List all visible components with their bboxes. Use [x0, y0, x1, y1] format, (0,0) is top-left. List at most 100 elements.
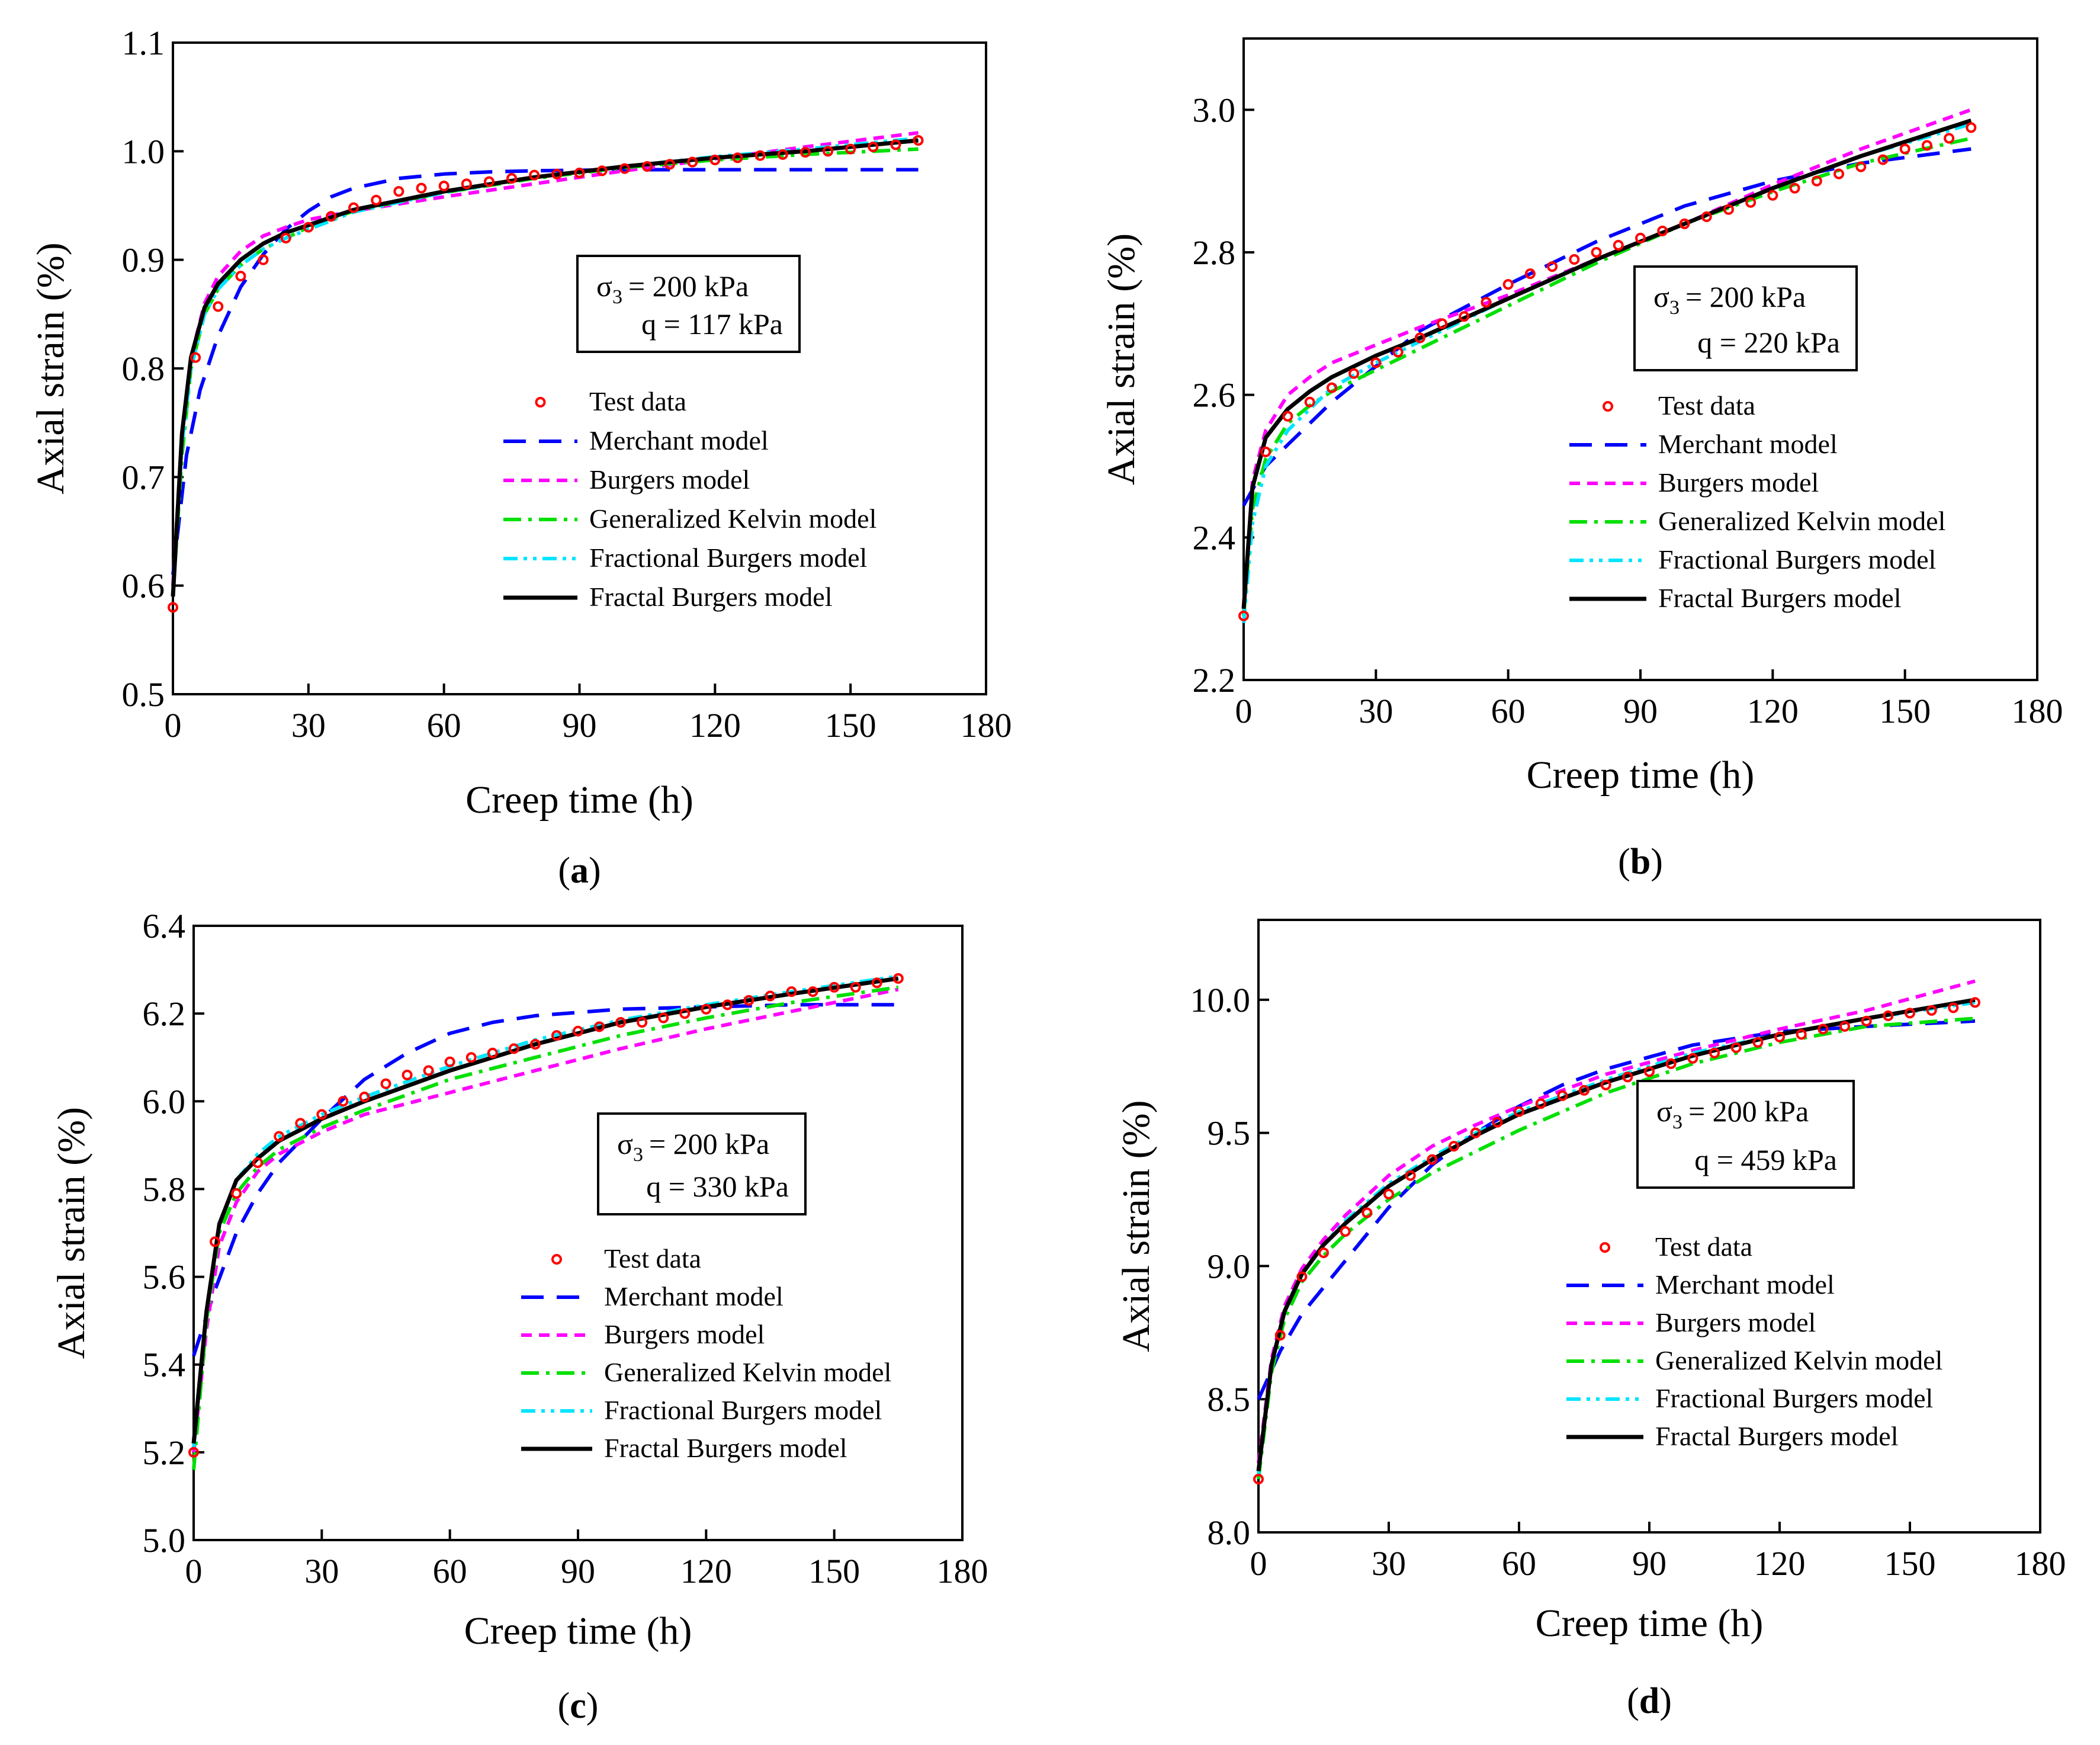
series-line-fractal-burgers-model	[1241, 118, 1972, 609]
test-data-point	[393, 186, 404, 197]
test-data-point	[1492, 1117, 1503, 1128]
test-data-point	[506, 173, 518, 184]
test-data-point	[338, 1096, 349, 1107]
test-data-point	[1905, 1008, 1915, 1019]
legend: Test data Merchant model Burgers model Gene…	[521, 1243, 891, 1463]
x-tick-label: 0	[185, 1552, 203, 1590]
test-data-point	[1459, 311, 1470, 322]
test-data-point	[1340, 1226, 1351, 1237]
test-data-point	[574, 168, 585, 178]
test-data-point	[1944, 133, 1955, 144]
test-data-point	[573, 1025, 583, 1037]
test-data-point	[1579, 1085, 1590, 1096]
test-data-point	[551, 168, 563, 179]
y-tick-label: 9.0	[1208, 1247, 1251, 1285]
test-data-point	[641, 161, 653, 172]
chart-panel-b: 0 30 60 90 120 150 180 2.2 2.4 2.6 2.8 3.0 Creep tim…	[1100, 37, 2063, 882]
y-tick-label: 5.2	[143, 1433, 186, 1472]
panel-label: (c)	[558, 1686, 599, 1726]
test-data-point	[402, 1069, 413, 1080]
test-data-point	[890, 139, 901, 150]
y-tick-label: 6.0	[143, 1082, 186, 1121]
test-data-point	[1547, 261, 1558, 272]
y-tick-label: 1.0	[122, 132, 165, 171]
series-line-fractal-burgers-model	[191, 976, 899, 1444]
y-tick-label: 5.6	[143, 1258, 186, 1297]
y-tick-label: 5.8	[143, 1170, 186, 1208]
test-data-point	[615, 1016, 627, 1028]
test-data-point	[1274, 1330, 1286, 1341]
panel-label-letter: c	[570, 1686, 586, 1726]
test-data-point	[1665, 1058, 1677, 1069]
chart-panel-c: 0 30 60 90 120 150 180 5.0 5.2 5.4 5.6 5.8 6.0 6.2 6.4…	[50, 907, 988, 1726]
test-data-point	[687, 156, 698, 168]
test-data-point	[1318, 1247, 1329, 1258]
test-data-point	[1767, 190, 1778, 201]
confining-pressure-text: σ3 = 200 kPa	[596, 270, 749, 308]
legend-label: Fractal Burgers model	[1658, 583, 1902, 613]
y-tick-label: 5.0	[143, 1521, 186, 1560]
test-data-point	[786, 986, 797, 997]
y-tick-label: 2.8	[1193, 233, 1236, 272]
condition-box	[1633, 265, 1858, 371]
x-tick-label: 60	[1491, 692, 1526, 730]
test-data-point	[1449, 1141, 1459, 1152]
series-line-merchant-model	[1242, 147, 1971, 506]
test-data-point	[619, 163, 630, 174]
confining-pressure-text: σ3 = 200 kPa	[1653, 280, 1806, 319]
sigma-symbol: σ	[1656, 1095, 1672, 1128]
legend-label: Merchant model	[1655, 1269, 1835, 1300]
x-tick-label: 60	[427, 706, 461, 745]
test-data-point	[679, 1008, 691, 1019]
test-data-point	[1899, 143, 1910, 155]
y-tick-label: 1.1	[122, 24, 165, 62]
y-tick-label: 10.0	[1190, 981, 1251, 1019]
test-data-point	[1600, 1079, 1611, 1090]
sigma-subscript: 3	[633, 1144, 643, 1166]
x-tick-label: 30	[1372, 1544, 1406, 1583]
test-data-point	[732, 152, 743, 163]
test-data-point	[743, 995, 754, 1006]
test-data-point	[799, 147, 811, 158]
test-data-point	[274, 1131, 285, 1142]
x-tick-label: 30	[304, 1552, 339, 1590]
sigma-subscript: 3	[1669, 297, 1680, 319]
test-data-point	[594, 1021, 605, 1032]
test-data-point	[325, 211, 336, 222]
test-data-point	[1557, 1090, 1568, 1101]
test-data-point	[658, 1012, 669, 1024]
test-data-point	[210, 1236, 221, 1247]
legend-label: Fractional Burgers model	[604, 1395, 882, 1425]
test-data-point	[850, 981, 861, 993]
x-tick-label: 90	[561, 1552, 595, 1590]
test-data-point	[596, 165, 608, 177]
x-tick-label: 120	[1754, 1544, 1806, 1583]
test-data-point	[1502, 279, 1514, 290]
test-data-point	[1723, 204, 1734, 215]
legend-label: Generalized Kelvin model	[1658, 506, 1945, 536]
panel-label-open: (	[558, 1686, 570, 1726]
test-data-point	[188, 1446, 199, 1458]
sigma-symbol: σ	[617, 1127, 633, 1160]
legend-label: Generalized Kelvin model	[604, 1357, 891, 1387]
test-data-point	[423, 1065, 434, 1076]
test-data-point	[1296, 1271, 1308, 1282]
x-tick-label: 120	[689, 706, 741, 745]
test-data-point	[359, 1091, 370, 1102]
test-data-point	[765, 990, 776, 1002]
test-data-point	[348, 202, 359, 213]
test-data-point	[777, 149, 788, 160]
test-data-point	[1362, 1207, 1373, 1218]
sigma-subscript: 3	[612, 286, 622, 308]
series-line-burgers-model	[192, 987, 899, 1453]
panel-label: (b)	[1618, 842, 1663, 882]
test-data-point	[823, 146, 834, 157]
test-data-point	[637, 1016, 648, 1028]
y-tick-label: 2.2	[1193, 661, 1236, 700]
y-tick-label: 3.0	[1193, 91, 1236, 129]
test-data-point	[295, 1118, 306, 1129]
legend-label-test-data: Test data	[1658, 390, 1755, 421]
series-line-generalized-kelvin-model	[1242, 136, 1971, 616]
y-tick-label: 0.9	[122, 241, 165, 280]
legend-label-test-data: Test data	[1655, 1231, 1752, 1262]
